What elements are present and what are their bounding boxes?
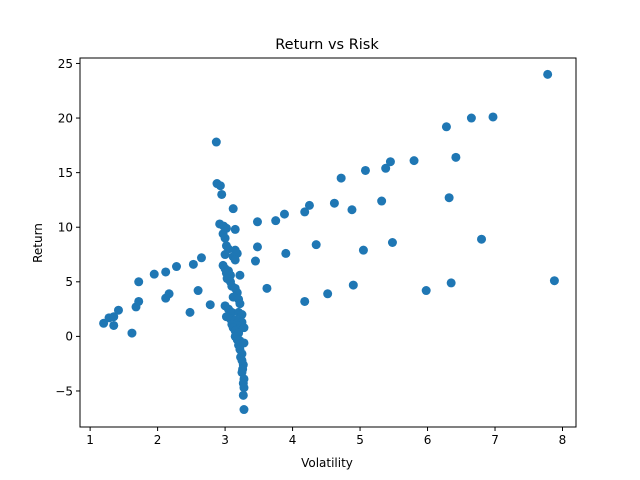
y-tick-label: 15 bbox=[58, 166, 73, 180]
scatter-point bbox=[466, 113, 476, 123]
scatter-point bbox=[235, 270, 245, 280]
x-tick-label: 1 bbox=[86, 433, 94, 447]
scatter-point bbox=[358, 245, 368, 255]
y-tick-label: 5 bbox=[65, 275, 73, 289]
scatter-point bbox=[348, 280, 358, 290]
y-tick-label: 0 bbox=[65, 330, 73, 344]
scatter-point bbox=[134, 277, 144, 287]
x-axis-label: Volatility bbox=[301, 456, 353, 470]
scatter-point bbox=[271, 216, 281, 226]
scatter-point bbox=[215, 181, 225, 191]
scatter-point bbox=[161, 267, 171, 277]
scatter-point bbox=[300, 296, 310, 306]
x-tick-label: 5 bbox=[356, 433, 364, 447]
scatter-point bbox=[347, 205, 357, 215]
scatter-point bbox=[444, 193, 454, 203]
scatter-point bbox=[172, 262, 181, 272]
x-tick-label: 6 bbox=[424, 433, 432, 447]
scatter-point bbox=[409, 156, 419, 166]
scatter-point bbox=[549, 276, 559, 286]
scatter-point bbox=[262, 283, 272, 293]
y-tick-label: 20 bbox=[58, 111, 73, 125]
x-tick-label: 3 bbox=[221, 433, 229, 447]
scatter-point bbox=[217, 189, 227, 199]
scatter-point bbox=[451, 152, 461, 162]
scatter-point bbox=[446, 278, 456, 288]
scatter-point bbox=[127, 328, 137, 338]
scatter-point bbox=[109, 312, 119, 322]
scatter-point bbox=[488, 112, 498, 122]
scatter-point bbox=[196, 253, 206, 263]
scatter-point bbox=[381, 163, 391, 173]
scatter-point bbox=[300, 207, 310, 217]
scatter-point bbox=[252, 217, 262, 227]
scatter-point bbox=[360, 165, 370, 175]
scatter-point bbox=[311, 240, 321, 250]
scatter-point bbox=[477, 234, 487, 244]
scatter-point bbox=[252, 242, 262, 252]
scatter-point bbox=[188, 259, 198, 269]
scatter-point bbox=[281, 248, 291, 258]
scatter-point bbox=[134, 296, 144, 306]
scatter-point bbox=[323, 289, 333, 299]
scatter-point bbox=[109, 320, 119, 330]
scatter-point bbox=[336, 173, 346, 183]
scatter-point bbox=[149, 269, 159, 279]
scatter-point bbox=[193, 286, 203, 296]
y-tick-label: 25 bbox=[58, 57, 73, 71]
scatter-point bbox=[230, 224, 240, 234]
scatter-point bbox=[205, 300, 215, 310]
scatter-point bbox=[164, 289, 174, 299]
scatter-point bbox=[211, 137, 221, 147]
scatter-point bbox=[543, 69, 553, 79]
scatter-point bbox=[239, 383, 249, 393]
scatter-point bbox=[441, 122, 451, 132]
x-tick-label: 2 bbox=[154, 433, 162, 447]
chart-title: Return vs Risk bbox=[275, 37, 379, 53]
y-tick-label: −5 bbox=[55, 384, 73, 398]
scatter-points bbox=[99, 69, 559, 415]
y-axis-label: Return bbox=[31, 223, 45, 263]
scatter-point bbox=[230, 255, 240, 265]
y-tick-label: 10 bbox=[58, 221, 73, 235]
scatter-point bbox=[113, 305, 123, 315]
scatter-point bbox=[235, 299, 245, 309]
x-tick-label: 4 bbox=[289, 433, 297, 447]
scatter-point bbox=[279, 209, 289, 219]
x-tick-label: 7 bbox=[491, 433, 499, 447]
scatter-point bbox=[228, 204, 238, 214]
scatter-point bbox=[387, 238, 397, 247]
scatter-point bbox=[185, 307, 195, 317]
scatter-point bbox=[421, 286, 431, 296]
plot-frame bbox=[79, 57, 577, 428]
scatter-point bbox=[304, 200, 314, 210]
x-axis: 1 2 3 4 5 6 7 8 bbox=[86, 427, 566, 447]
scatter-point bbox=[239, 338, 249, 348]
scatter-point bbox=[329, 198, 339, 208]
y-axis: −5 0 5 10 15 20 25 bbox=[55, 57, 80, 398]
scatter-point bbox=[377, 196, 387, 206]
scatter-point bbox=[250, 256, 260, 266]
x-tick-label: 8 bbox=[559, 433, 567, 447]
scatter-point bbox=[238, 390, 248, 400]
scatter-point bbox=[220, 250, 230, 260]
scatter-point bbox=[385, 157, 395, 167]
scatter-point bbox=[239, 405, 249, 415]
scatter-point bbox=[220, 233, 230, 243]
